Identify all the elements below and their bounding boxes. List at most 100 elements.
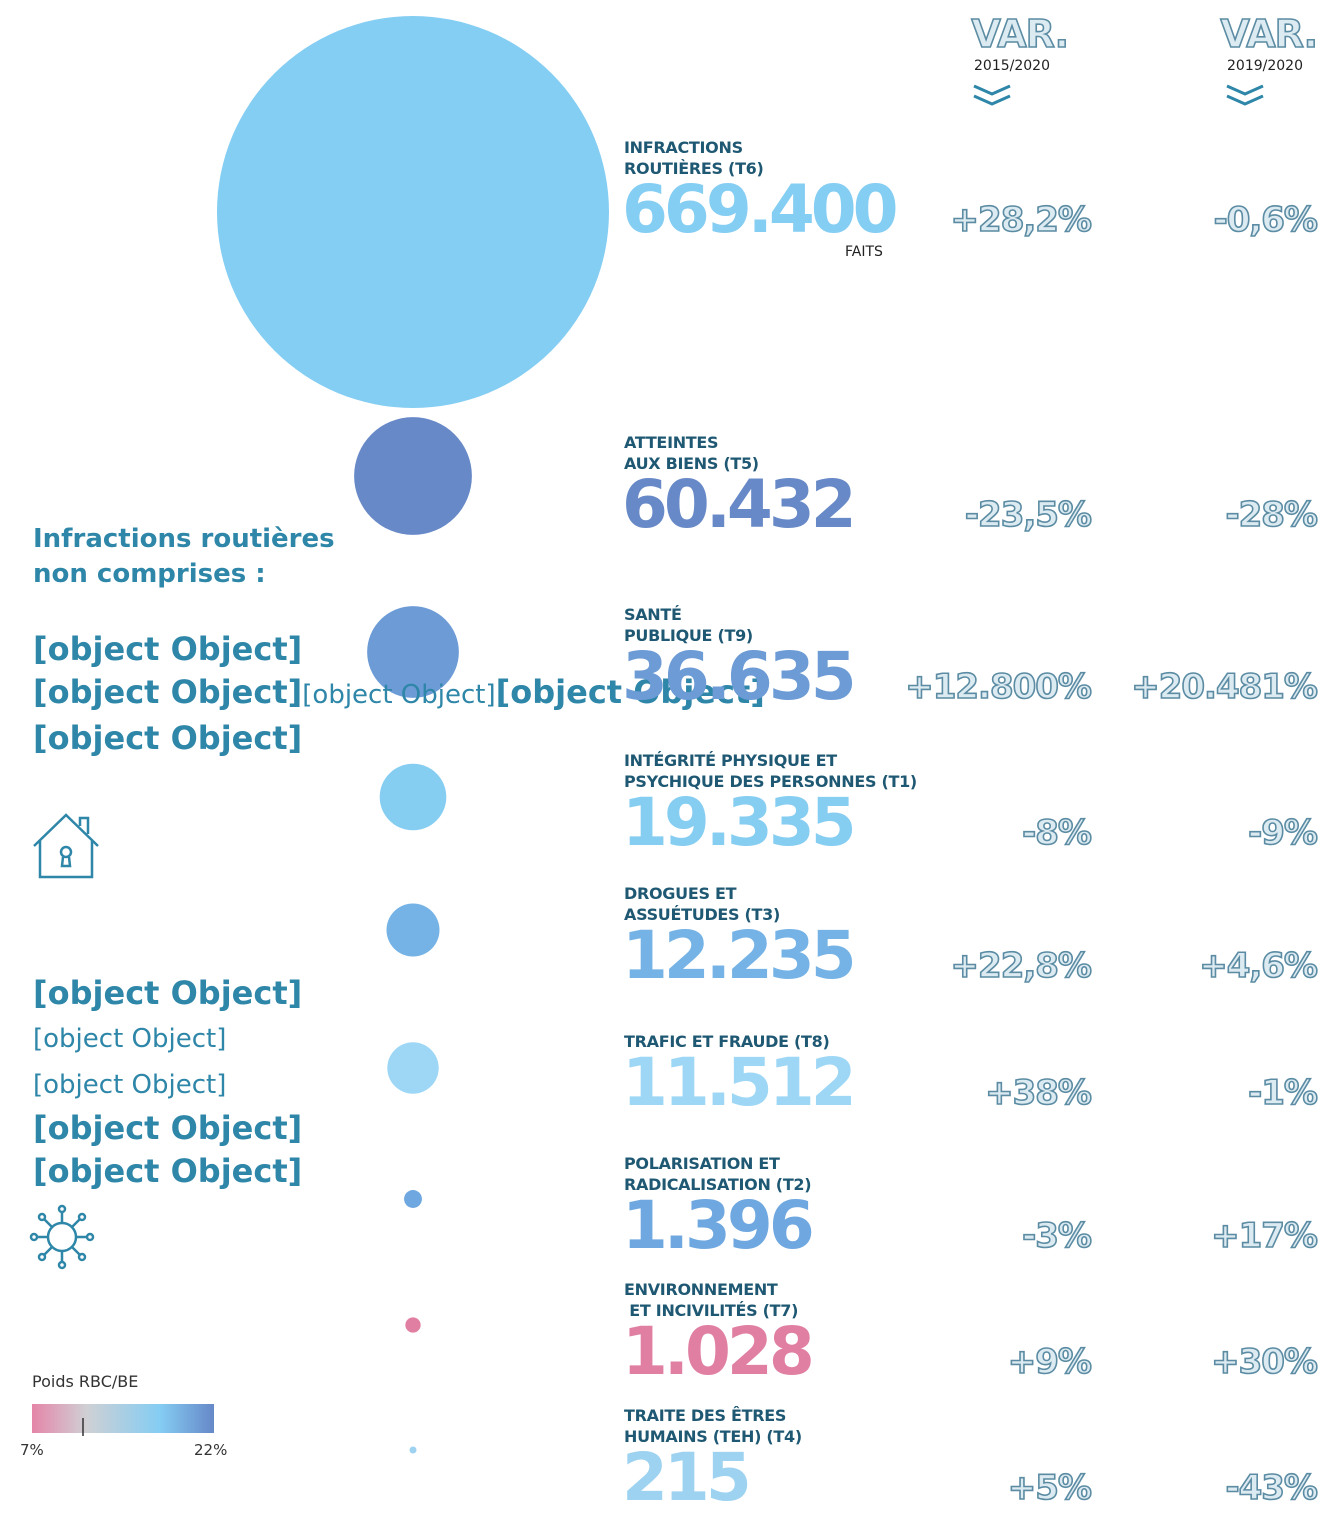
- row-value: 19.335: [622, 784, 857, 861]
- row-value: 669.400: [622, 171, 899, 248]
- bubble: [404, 1190, 422, 1208]
- intro: Infractions routières non comprises :: [33, 522, 335, 592]
- row-label: ATTEINTES AUX BIENS (T5): [624, 432, 759, 474]
- var1: +5%: [1007, 1467, 1093, 1509]
- row-label: TRAITE DES ÊTRES HUMAINS (TEH) (T4): [624, 1405, 802, 1447]
- house-icon: [33, 813, 99, 879]
- bubble: [379, 763, 447, 831]
- var2: -43%: [1225, 1467, 1319, 1509]
- row-label-line: SANTÉ: [624, 605, 682, 624]
- fact-strong: [object Object]: [495, 673, 765, 711]
- intro-line: Infractions routières: [33, 524, 335, 554]
- var1: +22,8%: [950, 945, 1093, 987]
- fact-text: [object Object]: [302, 680, 496, 710]
- bubbles: [217, 16, 609, 1454]
- fact-line: [object Object]: [33, 1061, 302, 1107]
- var1: +9%: [1007, 1341, 1093, 1383]
- var1-period: 2015/2020: [974, 58, 1050, 74]
- row-label-line: INFRACTIONS: [624, 138, 743, 157]
- row-label-line: POLARISATION ET: [624, 1154, 780, 1173]
- bubble: [409, 1446, 417, 1454]
- fact-line: [object Object]: [33, 1015, 302, 1061]
- var1-title: VAR.: [971, 11, 1070, 57]
- fact-line: [object Object]: [33, 972, 302, 1015]
- var1: -23,5%: [964, 494, 1093, 536]
- fact-text: [object Object]: [33, 1070, 227, 1100]
- fact-strong: [object Object]: [33, 673, 303, 711]
- fact-text: [object Object]: [33, 1024, 227, 1054]
- var2: -1%: [1247, 1072, 1318, 1114]
- var1: +28,2%: [950, 199, 1093, 241]
- fact-line: [object Object]: [33, 717, 765, 760]
- legend-gradient: [32, 1404, 214, 1433]
- var1: -3%: [1021, 1215, 1092, 1257]
- bubble: [367, 606, 459, 698]
- row-unit: FAITS: [845, 244, 883, 260]
- fact-strong: [object Object]: [33, 719, 303, 757]
- row-label: TRAFIC ET FRAUDE (T8): [624, 1031, 830, 1052]
- row-value: 36.635: [622, 638, 857, 715]
- fact-line: [object Object][object Object][object Ob…: [33, 671, 765, 717]
- var2: +30%: [1210, 1341, 1318, 1383]
- fact-strong: [object Object]: [33, 1109, 303, 1147]
- fact-strong: [object Object]: [33, 1152, 303, 1190]
- row-label: SANTÉ PUBLIQUE (T9): [624, 604, 753, 646]
- fact1: [object Object] [object Object][object Ob…: [33, 628, 765, 760]
- row-value: 215: [622, 1439, 752, 1516]
- row-value: 1.396: [622, 1187, 815, 1264]
- virus-icon: [29, 1204, 95, 1270]
- intro-line: non comprises :: [33, 559, 266, 589]
- row-label-line: HUMAINS (TEH) (T4): [624, 1427, 802, 1446]
- row-label-line: ENVIRONNEMENT: [624, 1280, 778, 1299]
- bubble: [386, 903, 440, 957]
- row-label-line: RADICALISATION (T2): [624, 1175, 812, 1194]
- var2: -28%: [1225, 494, 1319, 536]
- row-label-line: ASSUÉTUDES (T3): [624, 905, 781, 924]
- var2: -9%: [1247, 812, 1318, 854]
- row-label: ENVIRONNEMENT ET INCIVILITÉS (T7): [624, 1279, 798, 1321]
- var2-title: VAR.: [1220, 11, 1319, 57]
- legend-min: 7%: [20, 1441, 44, 1459]
- row-value: 11.512: [622, 1044, 857, 1121]
- row-label-line: ET INCIVILITÉS (T7): [624, 1301, 799, 1320]
- var2: +17%: [1210, 1215, 1318, 1257]
- var1: +12.800%: [904, 666, 1092, 708]
- row-label-line: INTÉGRITÉ PHYSIQUE ET: [624, 751, 837, 770]
- bubble: [387, 1042, 439, 1094]
- row-label-line: DROGUES ET: [624, 884, 737, 903]
- bubble: [405, 1317, 421, 1333]
- bubble: [354, 417, 472, 535]
- row-label: POLARISATION ET RADICALISATION (T2): [624, 1153, 812, 1195]
- fact-strong: [object Object]: [33, 974, 303, 1012]
- legend-max: 22%: [194, 1441, 228, 1459]
- fact2: [object Object] [object Object] [object Ob…: [33, 972, 302, 1193]
- row-value: 60.432: [622, 466, 857, 543]
- row-value: 1.028: [622, 1313, 815, 1390]
- fact-line: [object Object]: [33, 628, 765, 671]
- chevrons: [973, 84, 1264, 106]
- row-label: INFRACTIONS ROUTIÈRES (T6): [624, 137, 764, 179]
- var2: +20.481%: [1130, 666, 1318, 708]
- row-label-line: TRAITE DES ÊTRES: [624, 1406, 787, 1425]
- var2: +4,6%: [1198, 945, 1318, 987]
- row-label-line: PUBLIQUE (T9): [624, 626, 753, 645]
- var2: -0,6%: [1213, 199, 1319, 241]
- row-label-line: TRAFIC ET FRAUDE (T8): [624, 1032, 830, 1051]
- fact-line: [object Object]: [33, 1150, 302, 1193]
- row-label-line: ROUTIÈRES (T6): [624, 159, 764, 178]
- bubble: [217, 16, 609, 408]
- legend-title: Poids RBC/BE: [32, 1372, 139, 1391]
- fact-strong: [object Object]: [33, 630, 303, 668]
- var1: -8%: [1021, 812, 1092, 854]
- var2-period: 2019/2020: [1227, 58, 1303, 74]
- row-label-line: ATTEINTES: [624, 433, 719, 452]
- fact-line: [object Object]: [33, 1107, 302, 1150]
- row-label: INTÉGRITÉ PHYSIQUE ET PSYCHIQUE DES PERSO…: [624, 750, 917, 792]
- var1: +38%: [984, 1072, 1092, 1114]
- row-label: DROGUES ET ASSUÉTUDES (T3): [624, 883, 780, 925]
- row-label-line: AUX BIENS (T5): [624, 454, 759, 473]
- row-value: 12.235: [622, 917, 857, 994]
- row-label-line: PSYCHIQUE DES PERSONNES (T1): [624, 772, 917, 791]
